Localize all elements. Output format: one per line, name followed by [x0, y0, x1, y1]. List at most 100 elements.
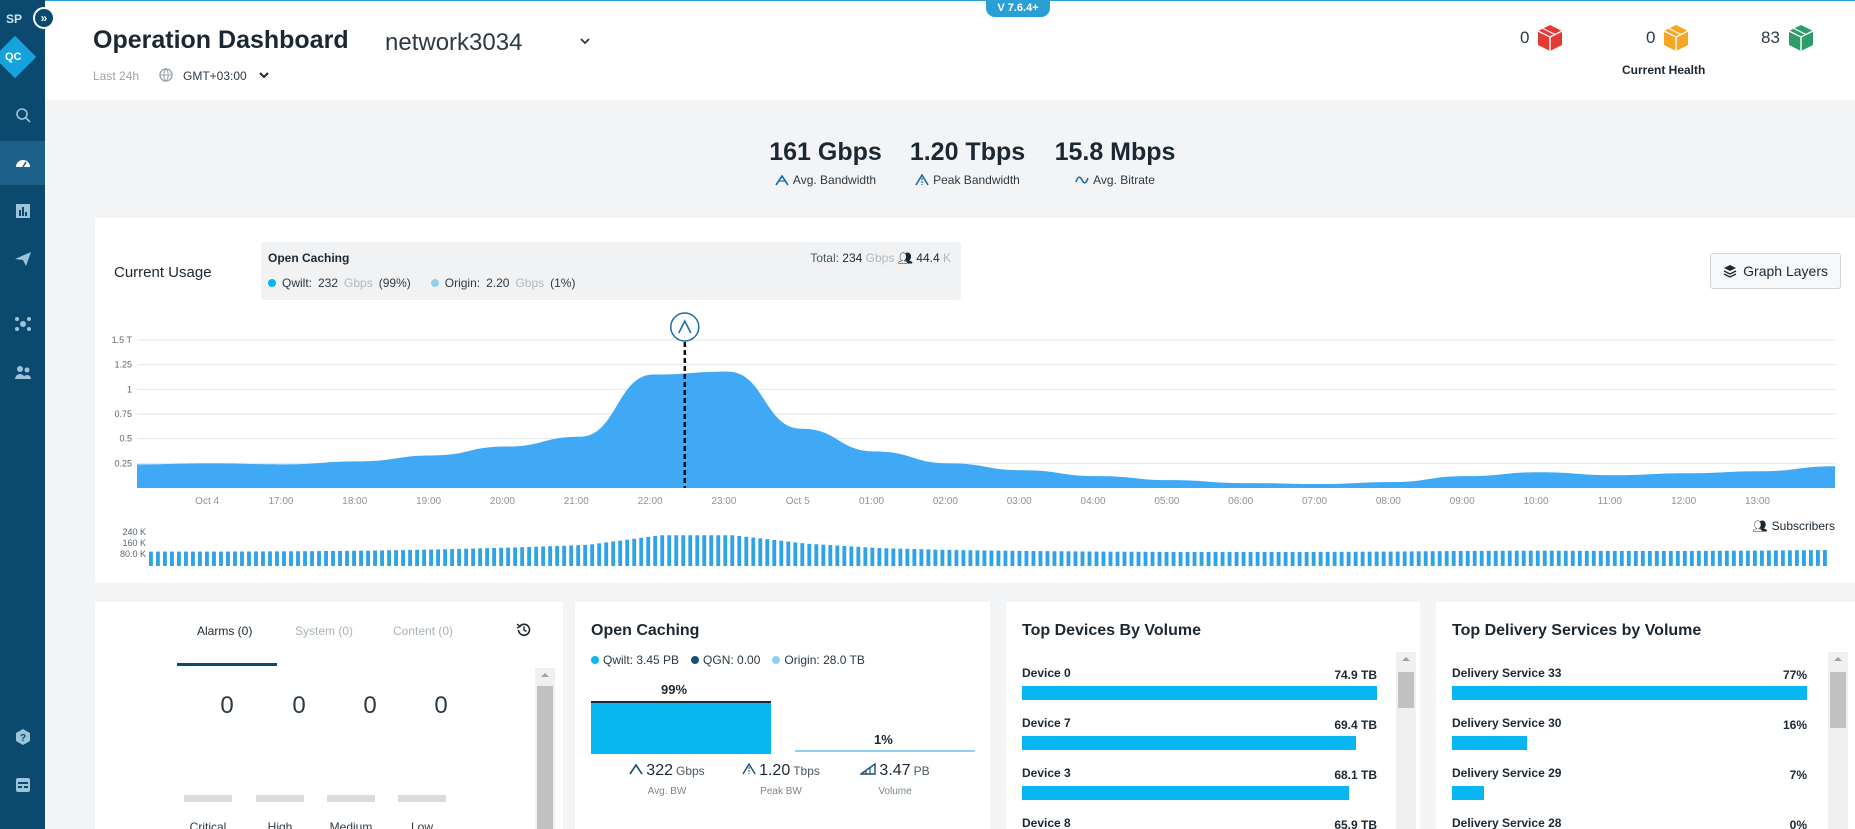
subscriber-bar	[1171, 551, 1176, 566]
devices-scrollbar[interactable]	[1396, 652, 1416, 829]
x-tick-label: 11:00	[1598, 496, 1623, 507]
subscriber-bar	[667, 535, 672, 566]
subscriber-bar	[905, 548, 910, 566]
service-name: Delivery Service 33	[1452, 666, 1562, 680]
network-icon[interactable]	[0, 302, 45, 346]
high-bar	[256, 795, 304, 802]
subscriber-bar	[569, 545, 574, 566]
subscriber-bar	[303, 551, 307, 566]
subscriber-bar	[1633, 550, 1638, 566]
subscriber-bar	[1283, 551, 1288, 566]
health-warning[interactable]: 0	[1646, 23, 1691, 53]
subscriber-bar	[149, 551, 153, 566]
subscriber-bar	[1381, 551, 1386, 566]
origin-bar[interactable]	[795, 750, 975, 752]
device-value: 68.1 TB	[1334, 768, 1377, 782]
search-icon[interactable]	[0, 93, 45, 137]
timezone-select[interactable]: GMT+03:00	[183, 69, 247, 83]
scroll-up-icon[interactable]	[535, 668, 555, 682]
subscriber-bar	[849, 546, 854, 566]
x-tick-label: 21:00	[564, 496, 589, 507]
qwilt-bar[interactable]	[591, 701, 771, 754]
subscriber-bar	[933, 549, 938, 566]
chevron-down-icon[interactable]	[576, 32, 594, 50]
dashboard-icon[interactable]	[0, 141, 45, 185]
subscriber-bar	[1360, 551, 1365, 566]
subscriber-bar	[1087, 551, 1092, 566]
x-tick-label: 06:00	[1228, 496, 1253, 507]
delivery-icon[interactable]	[0, 237, 45, 281]
subscriber-bar	[695, 535, 700, 566]
subscriber-bar	[1710, 550, 1715, 566]
subscriber-bar	[1668, 550, 1673, 566]
subscriber-bar	[1556, 550, 1561, 566]
subscriber-bar	[947, 549, 952, 566]
subscriber-bar	[1486, 550, 1491, 566]
expand-sidebar-button[interactable]: »	[33, 7, 55, 29]
health-critical[interactable]: 0	[1520, 23, 1565, 53]
subscriber-bar	[296, 551, 300, 566]
config-icon[interactable]	[0, 763, 45, 807]
top-devices-card: Top Devices By Volume Device 0 74.9 TB Dev…	[1006, 602, 1420, 829]
subscriber-bar	[1689, 550, 1694, 566]
reports-icon[interactable]	[0, 189, 45, 233]
tab-alarms[interactable]: Alarms (0)	[197, 624, 253, 638]
health-count: 83	[1761, 28, 1780, 47]
subscriber-bar	[1108, 551, 1113, 566]
subscriber-bar	[975, 550, 980, 566]
bandwidth-icon	[775, 174, 789, 186]
history-icon[interactable]	[515, 621, 533, 639]
qgn-dot	[691, 656, 700, 664]
graph-layers-button[interactable]: Graph Layers	[1710, 253, 1841, 289]
scroll-thumb[interactable]	[1830, 672, 1846, 728]
critical-label: Critical	[189, 820, 227, 829]
subscriber-bar	[1801, 550, 1806, 566]
subscriber-bar	[1752, 550, 1757, 566]
subscriber-bar	[968, 550, 973, 566]
x-tick-label: 07:00	[1302, 496, 1327, 507]
low-count: 0	[434, 692, 448, 719]
subscriber-bar	[646, 536, 651, 566]
subscriber-bar	[443, 549, 448, 566]
subscriber-bar	[1220, 551, 1225, 566]
subscriber-bar	[240, 551, 244, 566]
subscriber-bar	[1605, 550, 1610, 566]
usage-title: Current Usage	[114, 264, 212, 281]
device-name: Device 7	[1022, 716, 1071, 730]
subscriber-bar	[1059, 551, 1064, 566]
subscriber-bar	[1192, 551, 1197, 566]
subscriber-bar	[1717, 550, 1722, 566]
volume-icon	[860, 763, 877, 775]
scroll-up-icon[interactable]	[1828, 652, 1848, 666]
subscriber-bar	[828, 545, 833, 566]
scroll-up-icon[interactable]	[1396, 652, 1416, 666]
device-name: Device 3	[1022, 766, 1071, 780]
scroll-thumb[interactable]	[537, 686, 553, 829]
open-caching-label: Open Caching	[268, 251, 350, 265]
health-healthy[interactable]: 83	[1761, 23, 1816, 53]
network-select[interactable]: network3034	[385, 29, 523, 56]
users-icon[interactable]	[0, 350, 45, 394]
subscriber-bar	[1696, 550, 1701, 566]
scroll-thumb[interactable]	[1398, 672, 1414, 708]
tab-content[interactable]: Content (0)	[393, 624, 454, 638]
subscriber-bar	[1528, 550, 1533, 566]
services-scrollbar[interactable]	[1828, 652, 1848, 829]
tab-system[interactable]: System (0)	[295, 624, 354, 638]
subscriber-bar	[401, 550, 406, 566]
subscriber-bar	[1724, 550, 1729, 566]
chevron-down-icon[interactable]	[257, 68, 271, 82]
subscriber-bar	[1241, 551, 1246, 566]
usage-chart[interactable]: 1.5 T 1.25 1 0.75 0.5 0.25 Oct 4 17:00 18:00 19:0…	[95, 218, 1855, 583]
subscriber-bar	[625, 539, 630, 566]
help-icon[interactable]: ?	[0, 715, 45, 759]
qwilt-dot	[591, 656, 599, 664]
subscriber-bar	[394, 550, 398, 566]
subscriber-bar	[1780, 550, 1785, 566]
logo-text: QC	[5, 51, 22, 63]
x-tick-label: 04:00	[1081, 496, 1106, 507]
subscriber-bar	[534, 546, 539, 566]
subscriber-bar	[1346, 551, 1351, 566]
alarms-scrollbar[interactable]	[535, 668, 555, 829]
subscriber-bar	[793, 542, 798, 566]
